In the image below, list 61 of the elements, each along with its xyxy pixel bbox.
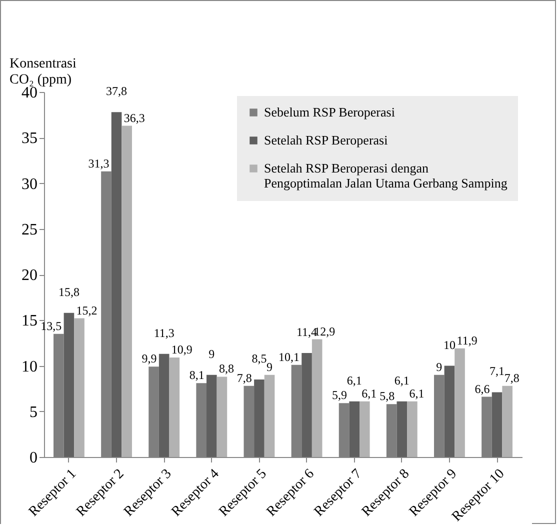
bar <box>158 354 170 457</box>
data-label: 37,8 <box>106 84 128 98</box>
data-label: 15,2 <box>76 303 98 318</box>
y-tick-label: 10 <box>22 358 38 376</box>
data-label: 6,1 <box>346 373 362 388</box>
data-label: 11,3 <box>154 326 174 340</box>
bar <box>396 401 408 457</box>
data-label: 5,8 <box>380 389 395 404</box>
data-label: 15,8 <box>58 284 80 299</box>
y-axis-title: Konsentrasi CO₂ (ppm) <box>10 56 76 88</box>
data-label: 5,9 <box>332 388 348 402</box>
bar <box>122 126 132 457</box>
y-tick-label: 35 <box>22 130 38 148</box>
bar <box>312 339 322 457</box>
data-label: 7,8 <box>236 370 252 385</box>
data-label: 7,1 <box>490 364 505 378</box>
data-label: 7,8 <box>504 370 520 385</box>
bar <box>206 374 217 457</box>
y-tick-label: 20 <box>22 267 38 284</box>
data-label: 31,3 <box>88 156 110 170</box>
data-label: 9 <box>208 346 215 361</box>
data-label: 10 <box>443 338 456 352</box>
bar <box>454 348 465 457</box>
data-label: 8,1 <box>189 368 204 382</box>
bar <box>111 112 122 457</box>
data-label: 13,5 <box>40 318 62 333</box>
data-label: 11,9 <box>456 333 478 348</box>
data-label: 9 <box>436 360 442 374</box>
data-label: 6,1 <box>394 373 410 388</box>
data-label: 6,6 <box>474 382 490 396</box>
data-label: 10,1 <box>278 350 300 364</box>
bar <box>254 379 264 457</box>
data-label: 6,1 <box>362 386 377 400</box>
legend-label: Setelah RSP Beroperasi dengan Pengoptimalan Jalan Utama Gerbang Samping <box>264 160 508 190</box>
y-tick-label: 5 <box>30 404 38 421</box>
bar <box>216 376 228 457</box>
data-label: 9 <box>266 360 273 374</box>
y-tick-label: 25 <box>22 221 38 238</box>
bar <box>64 312 74 457</box>
bar <box>302 352 312 457</box>
data-label: 9,9 <box>142 352 157 366</box>
bar <box>492 392 502 457</box>
legend-label: Sebelum RSP Beroperasi <box>264 104 396 120</box>
data-label: 8,8 <box>218 362 234 376</box>
data-label: 8,5 <box>252 351 267 366</box>
data-label: 36,3 <box>124 110 145 125</box>
bar <box>359 401 370 457</box>
bar <box>444 366 455 457</box>
bar <box>349 401 360 457</box>
bar <box>407 401 418 457</box>
y-tick-label: 0 <box>30 450 38 466</box>
data-label: 6,1 <box>409 386 424 400</box>
y-tick-label: 30 <box>22 176 38 193</box>
data-label: 10,9 <box>171 342 192 357</box>
y-tick-label: 15 <box>22 312 38 330</box>
bar <box>169 358 180 457</box>
legend-label: Setelah RSP Beroperasi <box>264 132 388 148</box>
bar <box>74 318 84 457</box>
data-label: 11,4 <box>296 324 318 339</box>
bar <box>264 374 275 457</box>
bar <box>502 386 512 457</box>
